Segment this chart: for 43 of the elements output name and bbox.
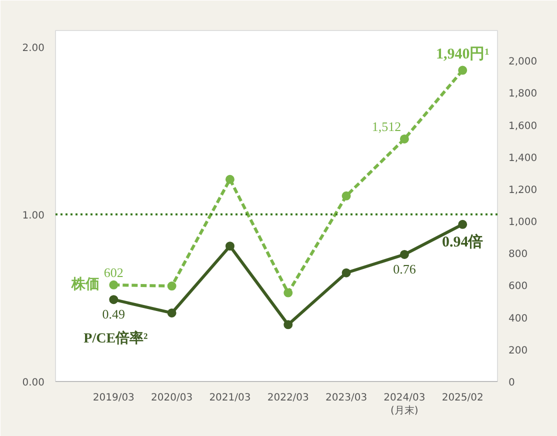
point — [400, 250, 409, 259]
y-tick-label: 1.00 — [22, 210, 44, 222]
y2-tick-label: 1,800 — [508, 88, 538, 100]
y2-tick-label: 1,400 — [508, 152, 538, 164]
x-tick-label: 2023/03 — [326, 392, 368, 404]
x-tick-label: 2021/03 — [209, 392, 251, 404]
point — [167, 308, 176, 318]
x-tick-label: 2019/03 — [92, 392, 134, 404]
point — [400, 134, 409, 144]
y-tick-label: 2.00 — [22, 43, 44, 54]
y2-tick-label: 1,200 — [508, 184, 538, 196]
y-tick-label: 0.00 — [22, 378, 44, 388]
y2-tick-label: 800 — [508, 249, 528, 260]
series-label: P/CE倍率² — [84, 330, 148, 347]
point — [342, 268, 351, 278]
data-label: 0.49 — [102, 306, 126, 322]
point — [109, 280, 118, 290]
x-tick-label: 2022/03 — [267, 392, 309, 404]
data-label: 1,512 — [372, 118, 402, 134]
y2-tick-label: 0 — [508, 378, 515, 388]
x-tick-label: 2020/03 — [151, 392, 193, 404]
data-label: 0.76 — [393, 261, 416, 276]
y2-tick-label: 1,600 — [508, 120, 538, 132]
point — [342, 191, 351, 200]
x-tick-label: 2025/02 — [442, 392, 484, 404]
point — [458, 66, 468, 75]
point — [284, 288, 293, 298]
series-label: 株価 — [70, 276, 100, 292]
point — [167, 282, 176, 291]
point — [225, 242, 234, 251]
y2-tick-label: 1,000 — [508, 217, 538, 228]
y2-tick-label: 2,000 — [508, 56, 538, 68]
data-label: 0.94倍 — [442, 233, 484, 250]
x-tick-label: 2024/03 (月末) — [384, 392, 426, 417]
point — [225, 174, 234, 184]
point — [109, 295, 118, 304]
data-label: 602 — [104, 264, 124, 280]
point — [284, 320, 293, 330]
y2-tick-label: 200 — [508, 345, 528, 356]
y2-tick-label: 600 — [508, 281, 528, 292]
y2-tick-label: 400 — [508, 313, 528, 324]
data-label: 1,940円¹ — [436, 46, 490, 62]
point — [458, 220, 468, 229]
